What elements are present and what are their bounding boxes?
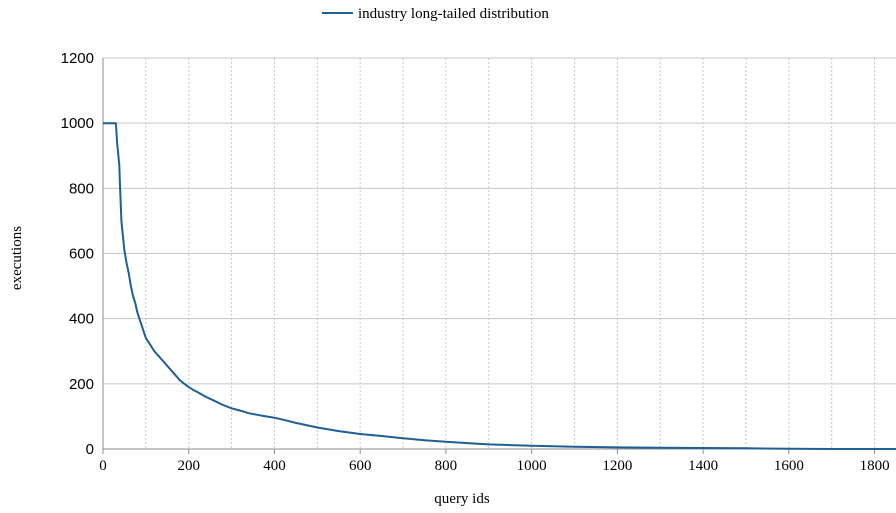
x-tick-label: 400 (263, 458, 286, 474)
y-tick-label: 400 (69, 311, 94, 328)
x-tick-label: 0 (99, 458, 107, 474)
legend: industry long-tailed distribution (322, 6, 549, 22)
x-tick-label: 1800 (860, 458, 890, 474)
x-tick-label: 600 (349, 458, 372, 474)
x-tick-label: 1200 (602, 458, 632, 474)
y-tick-labels: 0 200 400 600 800 1000 1200 (61, 50, 94, 458)
series-line (103, 122, 896, 450)
x-tick-labels: 0 200 400 600 800 1000 1200 1400 1600 1800 (99, 458, 889, 474)
y-tick-label: 1200 (61, 50, 94, 67)
y-tick-label: 200 (69, 376, 94, 393)
x-axis-label: query ids (434, 491, 490, 507)
y-tick-label: 800 (69, 180, 94, 197)
y-tick-label: 0 (86, 441, 94, 458)
y-tick-label: 1000 (61, 115, 94, 132)
x-tick-label: 1400 (688, 458, 718, 474)
grid (103, 57, 896, 449)
x-tick-label: 1000 (517, 458, 547, 474)
axes (102, 58, 896, 454)
x-tick-label: 200 (177, 458, 200, 474)
series-lines (103, 122, 896, 450)
x-tick-label: 800 (435, 458, 458, 474)
x-tick-label: 1600 (774, 458, 804, 474)
y-tick-label: 600 (69, 246, 94, 263)
legend-label: industry long-tailed distribution (358, 6, 549, 22)
y-axis-label: executions (9, 226, 25, 290)
